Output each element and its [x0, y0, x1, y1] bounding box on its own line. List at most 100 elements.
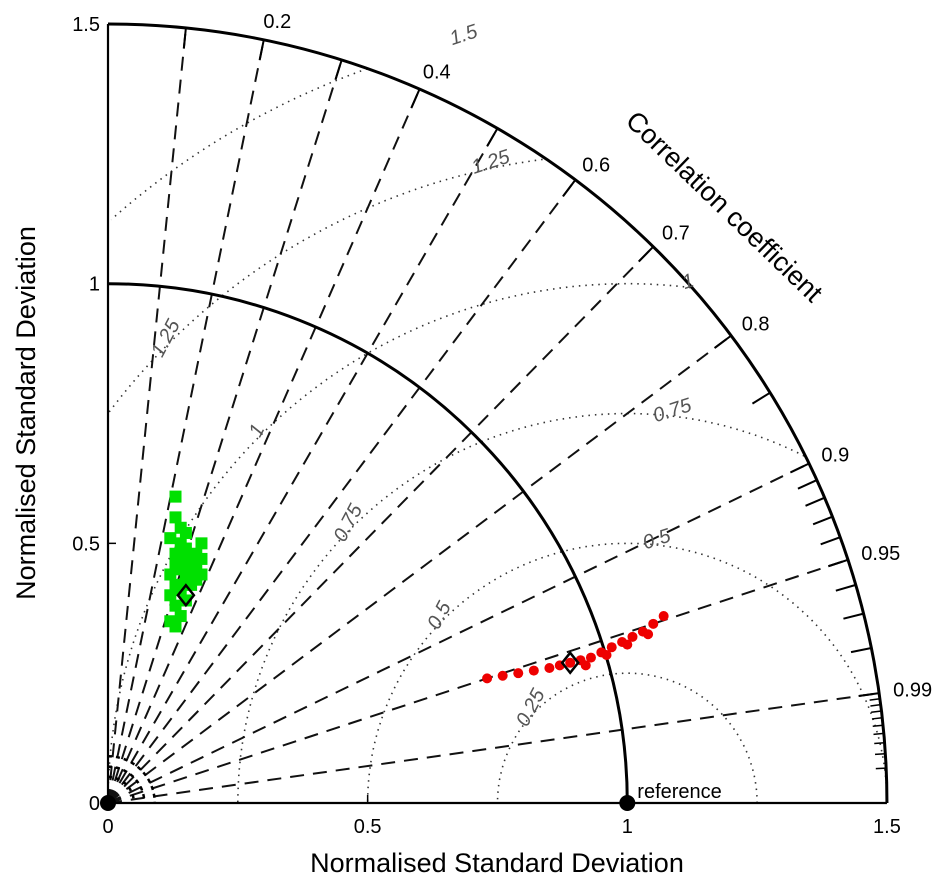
data-point-circle — [658, 611, 669, 622]
rms-contour — [110, 67, 368, 221]
correlation-ray — [107, 462, 810, 804]
rms-label: 0.75 — [650, 394, 695, 427]
data-point-square — [174, 610, 187, 623]
correlation-tick-label: 0.4 — [423, 61, 451, 83]
data-point-square — [185, 563, 198, 576]
origin-arc — [107, 755, 156, 804]
correlation-minor-tick — [872, 724, 884, 727]
data-point-circle — [544, 662, 555, 673]
correlation-tick-label: 0.8 — [742, 314, 770, 336]
data-point-square — [169, 490, 182, 503]
y-tick-label: 0 — [89, 793, 100, 815]
data-point-circle — [606, 642, 617, 653]
data-point-square — [164, 532, 177, 545]
x-tick-label: 0 — [102, 816, 113, 838]
data-point-square — [169, 620, 182, 633]
correlation-ray — [107, 692, 880, 804]
data-point-circle — [528, 665, 539, 676]
rms-label: 1.25 — [469, 146, 514, 179]
correlation-tick — [410, 88, 421, 109]
correlation-minor-tick — [874, 753, 886, 756]
rms-label: 1.5 — [447, 20, 481, 50]
correlation-tick-label: 0.9 — [821, 445, 849, 467]
std-arcs — [107, 22, 889, 804]
correlation-ray — [107, 127, 499, 804]
data-point-circle — [627, 631, 638, 642]
correlation-ray — [107, 334, 732, 804]
y-tick-label: 1 — [89, 274, 100, 296]
correlation-tick-label: 0.6 — [582, 154, 610, 176]
correlation-minor-tick — [871, 710, 882, 713]
correlation-tick-label: 0.2 — [263, 11, 291, 33]
correlation-tick — [827, 558, 849, 568]
rms-contour — [107, 282, 691, 803]
correlation-minor-tick — [874, 741, 885, 745]
rms-contour — [108, 158, 543, 413]
rms-label: 0.25 — [512, 685, 550, 730]
rms-contour — [237, 412, 805, 803]
correlation-ray — [107, 558, 849, 804]
correlation-tick — [638, 246, 654, 263]
correlation-tick — [850, 647, 872, 654]
data-points — [100, 490, 669, 811]
data-point-square — [179, 526, 192, 539]
rms-label: 0.75 — [329, 500, 367, 545]
correlation-axis-title: Correlation coefficient — [620, 105, 829, 308]
correlation-ray — [107, 179, 577, 804]
data-point-square — [169, 599, 182, 612]
correlation-tick-label: 0.95 — [861, 543, 900, 565]
data-point-circle — [513, 668, 524, 679]
correlation-tick — [797, 479, 818, 490]
correlation-ticks: 0.2 0.4 0.6 0.7 0.8 0.9 0.95 0.99 — [182, 11, 932, 770]
correlation-tick — [820, 536, 841, 546]
x-tick-label: 1 — [622, 816, 633, 838]
correlation-tick — [258, 39, 265, 61]
data-point-square — [195, 537, 208, 550]
mean-diamond — [560, 650, 580, 675]
rms-contours — [107, 67, 888, 804]
y-axis-title: Normalised Standard Deviation — [11, 226, 41, 600]
correlation-tick — [334, 59, 343, 81]
axes: 0 0.5 1 1.5 0 0.5 1 1.5 — [72, 14, 901, 838]
data-point-circle — [601, 649, 612, 660]
data-point-circle — [622, 639, 633, 650]
std-arc — [107, 282, 629, 804]
std-arc — [107, 22, 889, 804]
rms-label: 1 — [679, 270, 696, 294]
correlation-minor-tick — [871, 717, 883, 720]
data-point-square — [190, 573, 203, 586]
correlation-tick — [843, 612, 864, 620]
reference-label: reference — [637, 781, 722, 803]
correlation-tick — [805, 496, 826, 507]
correlation-tick-label: 0.99 — [893, 680, 932, 702]
correlation-minor-tick — [873, 732, 884, 736]
correlation-tick — [858, 692, 880, 698]
data-point-circle — [648, 618, 659, 629]
y-tick-label: 0.5 — [72, 533, 100, 555]
correlation-tick-label: 0.7 — [662, 223, 690, 245]
data-point-square — [169, 511, 182, 524]
data-point-square — [174, 563, 187, 576]
data-point-circle — [482, 673, 493, 684]
data-point-circle — [497, 670, 508, 681]
rms-label: 0.5 — [423, 597, 456, 633]
data-point-square — [164, 589, 177, 602]
correlation-ray — [107, 88, 421, 804]
data-point-square — [195, 552, 208, 565]
correlation-tick — [789, 462, 810, 474]
origin-point — [100, 795, 116, 811]
data-point-circle — [565, 657, 576, 668]
mean-diamond — [176, 583, 196, 608]
data-point-square — [174, 552, 187, 565]
rms-label: 0.5 — [640, 524, 674, 554]
correlation-tick — [562, 179, 577, 198]
correlation-rays — [107, 27, 880, 804]
x-axis-title: Normalised Standard Deviation — [310, 848, 684, 878]
correlation-ray — [107, 246, 654, 804]
x-tick-label: 0.5 — [354, 816, 382, 838]
correlation-ray — [107, 39, 265, 804]
correlation-tick — [751, 391, 771, 405]
correlation-ray — [107, 27, 187, 804]
data-point-circle — [643, 629, 654, 640]
